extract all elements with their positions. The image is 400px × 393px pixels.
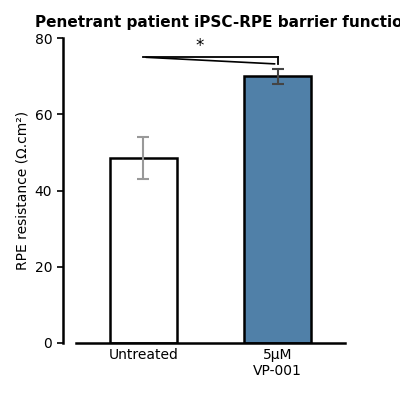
Title: Penetrant patient iPSC-RPE barrier function: Penetrant patient iPSC-RPE barrier funct… (35, 15, 400, 30)
Bar (110, 158, 177, 343)
Bar (244, 76, 311, 343)
Text: *: * (196, 37, 204, 55)
Y-axis label: RPE resistance (Ω.cm²): RPE resistance (Ω.cm²) (15, 111, 29, 270)
